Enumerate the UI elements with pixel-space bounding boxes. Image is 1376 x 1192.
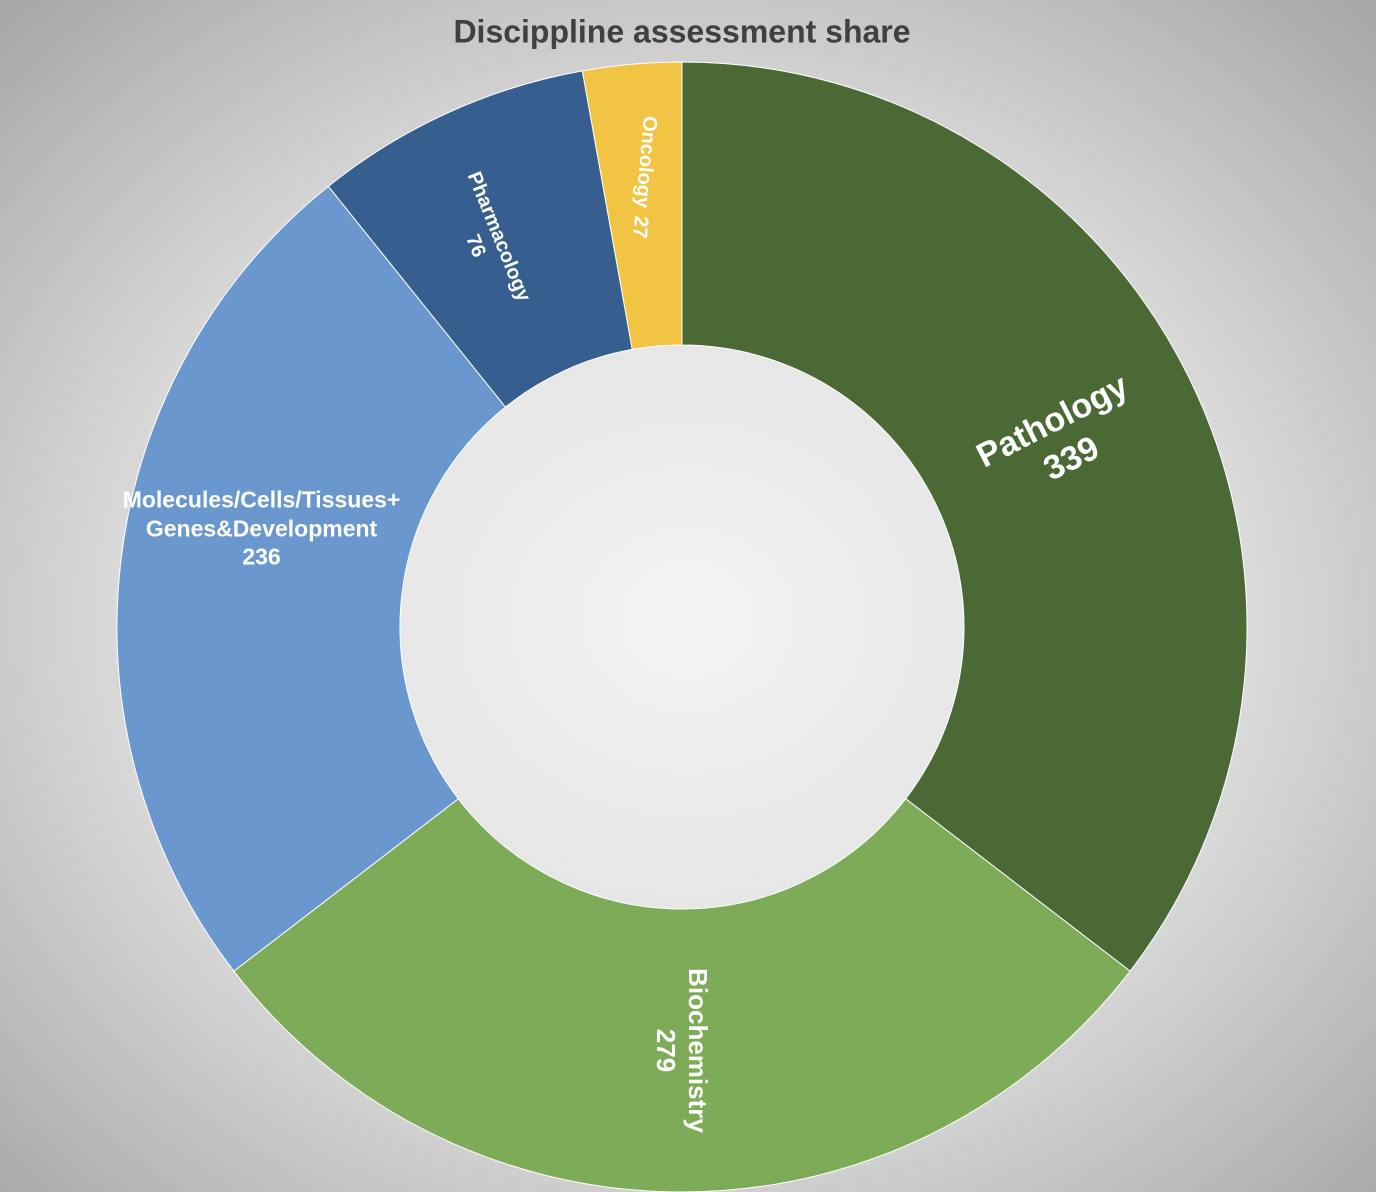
data-label-text: Molecules/Cells/Tissues+Genes&Developmen… (119, 428, 404, 628)
label-value: 236 (242, 543, 281, 570)
data-label-text: Oncology 27 (535, 59, 753, 296)
donut-slice (681, 61, 1248, 972)
donut-slice (233, 798, 1131, 1192)
data-label-box: Molecules/Cells/Tissues+Genes&Developmen… (119, 428, 404, 628)
data-label: Molecules/Cells/Tissues+Genes&Developmen… (119, 428, 404, 628)
label-name: Molecules/Cells/Tissues+Genes&Developmen… (122, 486, 401, 542)
label-name: Oncology (631, 115, 662, 210)
data-label: Oncology 27 (535, 59, 753, 296)
label-value: 279 (651, 1028, 681, 1073)
chart-title: Discippline assessment share (453, 13, 910, 49)
donut-slice (581, 61, 683, 350)
label-value: 27 (628, 215, 653, 240)
label-name: Biochemistry (683, 968, 714, 1133)
data-label-box: Oncology 27 (535, 59, 753, 296)
donut-slice (116, 185, 507, 972)
data-label-text: Biochemistry 279 (582, 921, 782, 1181)
